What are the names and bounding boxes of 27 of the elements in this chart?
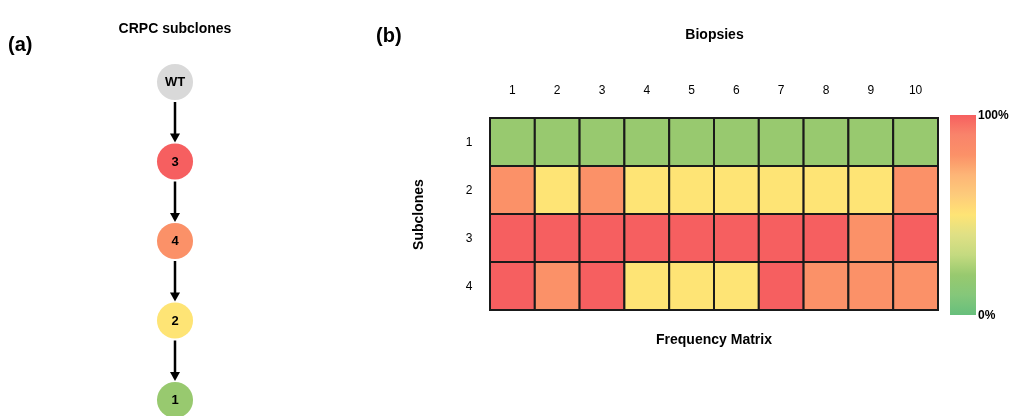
text: (a)	[8, 33, 33, 55]
x-tick-label: 8	[822, 82, 830, 97]
color-bar-label: 100%	[978, 108, 1010, 122]
x-tick-label: 10	[908, 82, 923, 97]
x-tick-label: 5	[688, 82, 696, 97]
category-label: 4	[171, 233, 180, 248]
x-tick-label: 7	[777, 82, 785, 97]
x-tick-label: 2	[553, 82, 561, 97]
y-tick-label: 1	[465, 135, 473, 149]
y-tick-label: 4	[465, 279, 473, 293]
x-tick-label: 9	[867, 82, 875, 97]
color-bar-label: 0%	[978, 308, 996, 322]
category-label: 1	[171, 392, 179, 407]
text: Frequency Matrix	[656, 331, 773, 347]
category-label: 3	[171, 153, 179, 169]
x-tick-label: 1	[509, 82, 517, 97]
text: CRPC subclones	[118, 20, 232, 36]
y-tick-label: 3	[465, 231, 473, 245]
category-label: WT	[164, 74, 186, 89]
x-tick-label: 3	[598, 82, 606, 97]
text: (b)	[376, 24, 402, 46]
x-axis-title: Biopsies	[685, 25, 744, 42]
category-label: 2	[171, 312, 179, 328]
x-tick-label: 6	[733, 82, 741, 97]
y-axis-title: Subclones	[409, 178, 426, 250]
x-tick-label: 4	[643, 82, 651, 97]
y-tick-label: 2	[465, 183, 473, 197]
